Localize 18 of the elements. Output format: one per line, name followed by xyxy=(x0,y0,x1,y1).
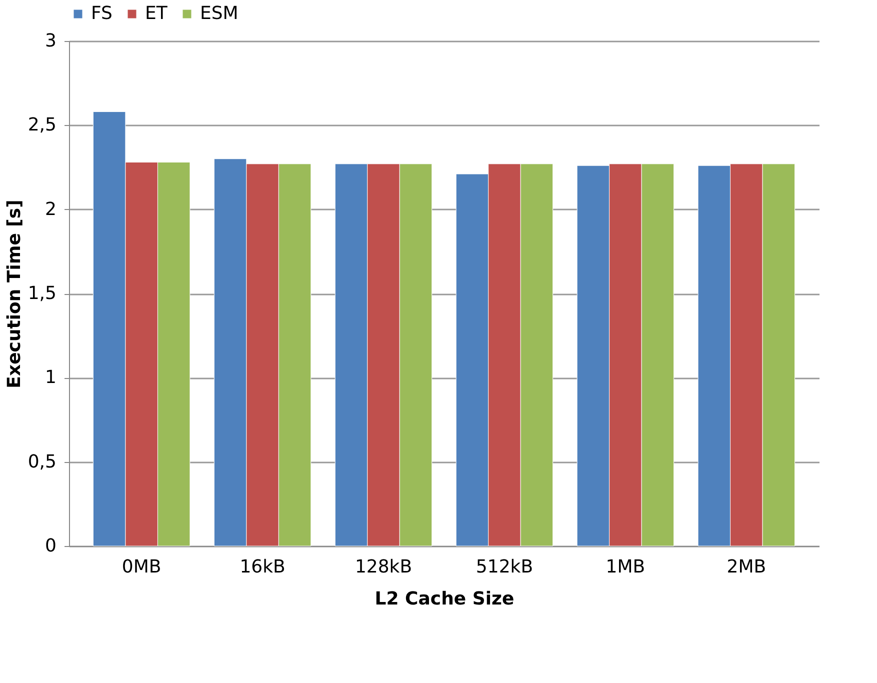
legend-label: ET xyxy=(145,3,168,24)
y-axis-title: Execution Time [s] xyxy=(4,200,25,388)
y-tick-label: 3 xyxy=(45,30,56,52)
x-tick-label: 2MB xyxy=(726,556,766,578)
legend-label: FS xyxy=(91,3,112,24)
y-tick-label: 0,5 xyxy=(28,451,56,472)
y-tick-label: 0 xyxy=(45,536,56,556)
x-tick-label: 1MB xyxy=(606,556,646,578)
y-tick-label: 1 xyxy=(45,367,56,388)
legend-label: ESM xyxy=(200,3,238,24)
x-axis-title: L2 Cache Size xyxy=(374,588,514,610)
y-tick-label: 2,5 xyxy=(28,114,56,136)
x-tick-label: 512kB xyxy=(476,556,534,578)
y-tick-label: 1,5 xyxy=(28,283,56,304)
x-tick-label: 0MB xyxy=(122,556,162,578)
x-tick-label: 16kB xyxy=(240,556,286,578)
x-tick-label: 128kB xyxy=(354,556,412,578)
y-tick-label: 2 xyxy=(45,198,56,220)
